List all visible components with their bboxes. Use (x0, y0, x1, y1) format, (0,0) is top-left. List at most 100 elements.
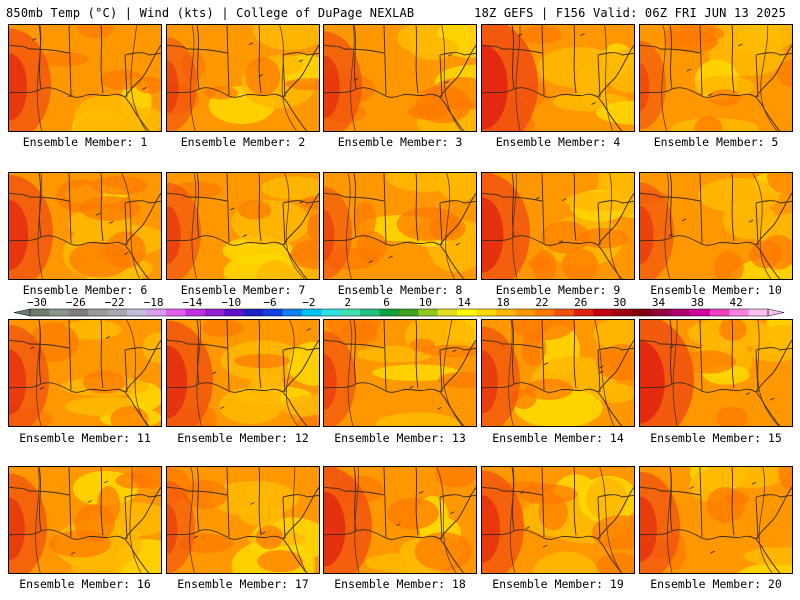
colorbar-segment (68, 309, 89, 316)
ensemble-member-12-map (166, 319, 320, 427)
run-valid-time: 18Z GEFS | F156 Valid: 06Z FRI JUN 13 20… (474, 6, 786, 20)
ensemble-member-label: Ensemble Member: 6 (22, 283, 148, 297)
colorbar-tick-label: 26 (574, 296, 587, 309)
ensemble-member-10-map (639, 172, 793, 280)
ensemble-member-19-map (481, 466, 635, 574)
colorbar-tick-label: 2 (344, 296, 351, 309)
ensemble-member-label: Ensemble Member: 14 (492, 431, 624, 445)
colorbar-tick-label: −18 (144, 296, 164, 309)
colorbar-segment (496, 309, 516, 316)
colorbar-segment (30, 309, 50, 316)
colorbar-segment (399, 309, 419, 316)
colorbar-segment (515, 309, 536, 316)
colorbar-segment (263, 309, 283, 316)
colorbar-segment (107, 309, 128, 316)
ensemble-member-7-map (166, 172, 320, 280)
ensemble-member-label: Ensemble Member: 15 (650, 431, 782, 445)
colorbar-segment (321, 309, 342, 316)
ensemble-member-2-map (166, 24, 320, 132)
colorbar-tick-label: 10 (419, 296, 432, 309)
temperature-colorbar: −30 −26 −22 −18 −14 −10 −6 −2 2 6 10 14 18 22 26 30 34 38… (13, 296, 785, 317)
ensemble-member-label: Ensemble Member: 20 (650, 577, 782, 591)
colorbar-segment (224, 309, 244, 316)
ensemble-member-5-map (639, 24, 793, 132)
colorbar-segment (437, 309, 458, 316)
colorbar-segment (690, 309, 711, 316)
colorbar-segment (632, 309, 652, 316)
colorbar-segment (476, 309, 497, 316)
ensemble-member-label: Ensemble Member: 18 (334, 577, 466, 591)
ensemble-member-label: Ensemble Member: 19 (492, 577, 624, 591)
colorbar-tick-label: −2 (302, 296, 315, 309)
colorbar-segment (340, 309, 361, 316)
colorbar-tick-label: 42 (730, 296, 743, 309)
colorbar-tick-label: 22 (535, 296, 548, 309)
ensemble-member-label: Ensemble Member: 12 (177, 431, 309, 445)
colorbar-segment (554, 309, 575, 316)
colorbar-tick-label: 30 (613, 296, 626, 309)
colorbar-segment (748, 309, 769, 316)
ensemble-member-label: Ensemble Member: 9 (495, 283, 621, 297)
colorbar-segment (612, 309, 633, 316)
colorbar-segment (379, 309, 400, 316)
colorbar-max-arrow (767, 308, 785, 317)
ensemble-member-9-map (481, 172, 635, 280)
colorbar-segment (360, 309, 380, 316)
ensemble-member-4-map (481, 24, 635, 132)
ensemble-member-14-map (481, 319, 635, 427)
ensemble-member-label: Ensemble Member: 3 (337, 135, 463, 149)
colorbar-segment (243, 309, 264, 316)
colorbar-tick-label: 14 (458, 296, 472, 309)
ensemble-member-11-map (8, 319, 162, 427)
colorbar-segment (146, 309, 167, 316)
ensemble-member-18-map (323, 466, 477, 574)
ensemble-member-label: Ensemble Member: 7 (180, 283, 306, 297)
colorbar-tick-label: −6 (263, 296, 276, 309)
colorbar-tick-label: 34 (652, 296, 666, 309)
ensemble-member-label: Ensemble Member: 1 (22, 135, 148, 149)
ensemble-member-1-map (8, 24, 162, 132)
ensemble-member-label: Ensemble Member: 13 (334, 431, 466, 445)
colorbar-min-arrow (13, 308, 31, 317)
colorbar-tick-label: −26 (66, 296, 86, 309)
chart-title: 850mb Temp (°C) | Wind (kts) | College o… (6, 6, 415, 20)
ensemble-member-13-map (323, 319, 477, 427)
colorbar-segment (593, 309, 613, 316)
colorbar-segment (457, 309, 477, 316)
ensemble-member-label: Ensemble Member: 17 (177, 577, 309, 591)
ensemble-member-label: Ensemble Member: 5 (653, 135, 779, 149)
colorbar-segment (88, 309, 108, 316)
colorbar-segment (418, 309, 439, 316)
colorbar-segment (670, 309, 691, 316)
colorbar-tick-label: −10 (221, 296, 241, 309)
ensemble-member-label: Ensemble Member: 11 (19, 431, 151, 445)
colorbar-segment (204, 309, 225, 316)
colorbar-segment (185, 309, 206, 316)
colorbar-segment (282, 309, 303, 316)
ensemble-member-3-map (323, 24, 477, 132)
colorbar-tick-label: −30 (27, 296, 47, 309)
colorbar-segment (301, 309, 322, 316)
colorbar-segment (573, 309, 594, 316)
colorbar-segment (651, 309, 672, 316)
colorbar-segment (127, 309, 147, 316)
ensemble-member-15-map (639, 319, 793, 427)
ensemble-member-17-map (166, 466, 320, 574)
colorbar-segment (709, 309, 730, 316)
colorbar-tick-label: 6 (383, 296, 390, 309)
ensemble-member-16-map (8, 466, 162, 574)
colorbar-segment (49, 309, 70, 316)
colorbar-tick-label: 18 (496, 296, 509, 309)
ensemble-member-8-map (323, 172, 477, 280)
ensemble-member-label: Ensemble Member: 8 (337, 283, 463, 297)
ensemble-member-6-map (8, 172, 162, 280)
colorbar-tick-label: −14 (182, 296, 202, 309)
ensemble-member-label: Ensemble Member: 16 (19, 577, 151, 591)
ensemble-member-label: Ensemble Member: 4 (495, 135, 621, 149)
colorbar-segment (534, 309, 555, 316)
ensemble-member-20-map (639, 466, 793, 574)
colorbar-tick-label: 38 (691, 296, 704, 309)
colorbar-segment (165, 309, 186, 316)
colorbar-segment (729, 309, 749, 316)
ensemble-member-label: Ensemble Member: 10 (650, 283, 782, 297)
